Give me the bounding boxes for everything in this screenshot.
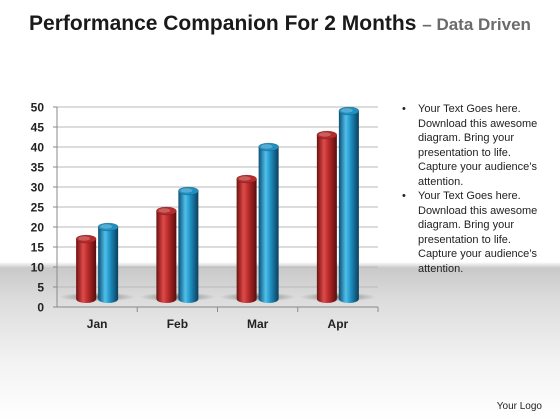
title-main: Performance Companion For 2 Months (29, 12, 417, 35)
bullet-icon: • (402, 103, 406, 115)
bar-body (316, 135, 337, 303)
bar-body (338, 111, 359, 303)
bar (338, 106, 360, 303)
title-subtitle: – Data Driven (422, 15, 531, 34)
bar (156, 206, 177, 303)
note-text: Your Text Goes here. Download this aweso… (418, 103, 538, 188)
bar-body (76, 239, 97, 303)
bar (75, 234, 97, 303)
slide-title: Performance Companion For 2 Months – Dat… (0, 12, 560, 36)
y-tick-label: 25 (31, 201, 45, 215)
bar-top (258, 142, 279, 152)
bar-body (178, 191, 199, 303)
note-item: • Your Text Goes here. Download this awe… (398, 102, 548, 189)
bar-body (236, 179, 257, 303)
bar-top-highlight (318, 132, 331, 137)
bars (59, 106, 376, 303)
bar-top (75, 234, 97, 244)
bar-top (97, 222, 119, 232)
x-tick-label: Feb (167, 317, 188, 331)
bar-body (258, 147, 279, 303)
y-tick-label: 5 (37, 281, 44, 295)
y-tick-label: 45 (31, 121, 45, 135)
bar-top (236, 174, 257, 184)
bar (178, 186, 199, 303)
bar-shadow (219, 292, 296, 302)
y-tick-label: 40 (31, 141, 45, 155)
bar (97, 222, 119, 303)
bullet-icon: • (402, 190, 406, 202)
notes-panel: • Your Text Goes here. Download this awe… (398, 102, 548, 276)
bar-top-highlight (238, 176, 251, 181)
bar-top (156, 206, 177, 216)
bar-top-highlight (260, 144, 273, 149)
bar (258, 142, 279, 303)
bar-body (98, 227, 119, 303)
tick-labels: 0 5 10 15 20 25 30 35 40 45 50 Jan Feb Mar Apr (31, 101, 349, 332)
note-item: • Your Text Goes here. Download this awe… (398, 189, 548, 276)
x-tick-label: Mar (247, 317, 269, 331)
bar-shadow (299, 292, 376, 302)
y-tick-label: 50 (31, 101, 45, 115)
y-tick-label: 10 (31, 261, 45, 275)
y-tick-label: 35 (31, 161, 45, 175)
bar-top-highlight (180, 188, 193, 193)
axes (53, 106, 379, 312)
x-tick-label: Apr (328, 317, 349, 331)
y-tick-label: 20 (31, 221, 45, 235)
bar-top-highlight (340, 108, 353, 113)
bar-top (316, 130, 338, 140)
bar-shadow (59, 292, 136, 302)
bar-top-highlight (78, 236, 91, 241)
note-text: Your Text Goes here. Download this aweso… (418, 190, 538, 275)
y-tick-label: 0 (37, 301, 44, 315)
bar-top-highlight (158, 208, 171, 213)
bar-top (178, 186, 199, 196)
bar (236, 174, 257, 303)
bar-body (156, 211, 177, 303)
bar-top (338, 106, 360, 116)
y-tick-label: 15 (31, 241, 45, 255)
bar (316, 130, 338, 303)
logo-text: Your Logo (496, 401, 542, 412)
x-tick-label: Jan (87, 317, 108, 331)
bar-top-highlight (100, 224, 113, 229)
y-tick-label: 30 (31, 181, 45, 195)
bar-shadow (139, 292, 216, 302)
